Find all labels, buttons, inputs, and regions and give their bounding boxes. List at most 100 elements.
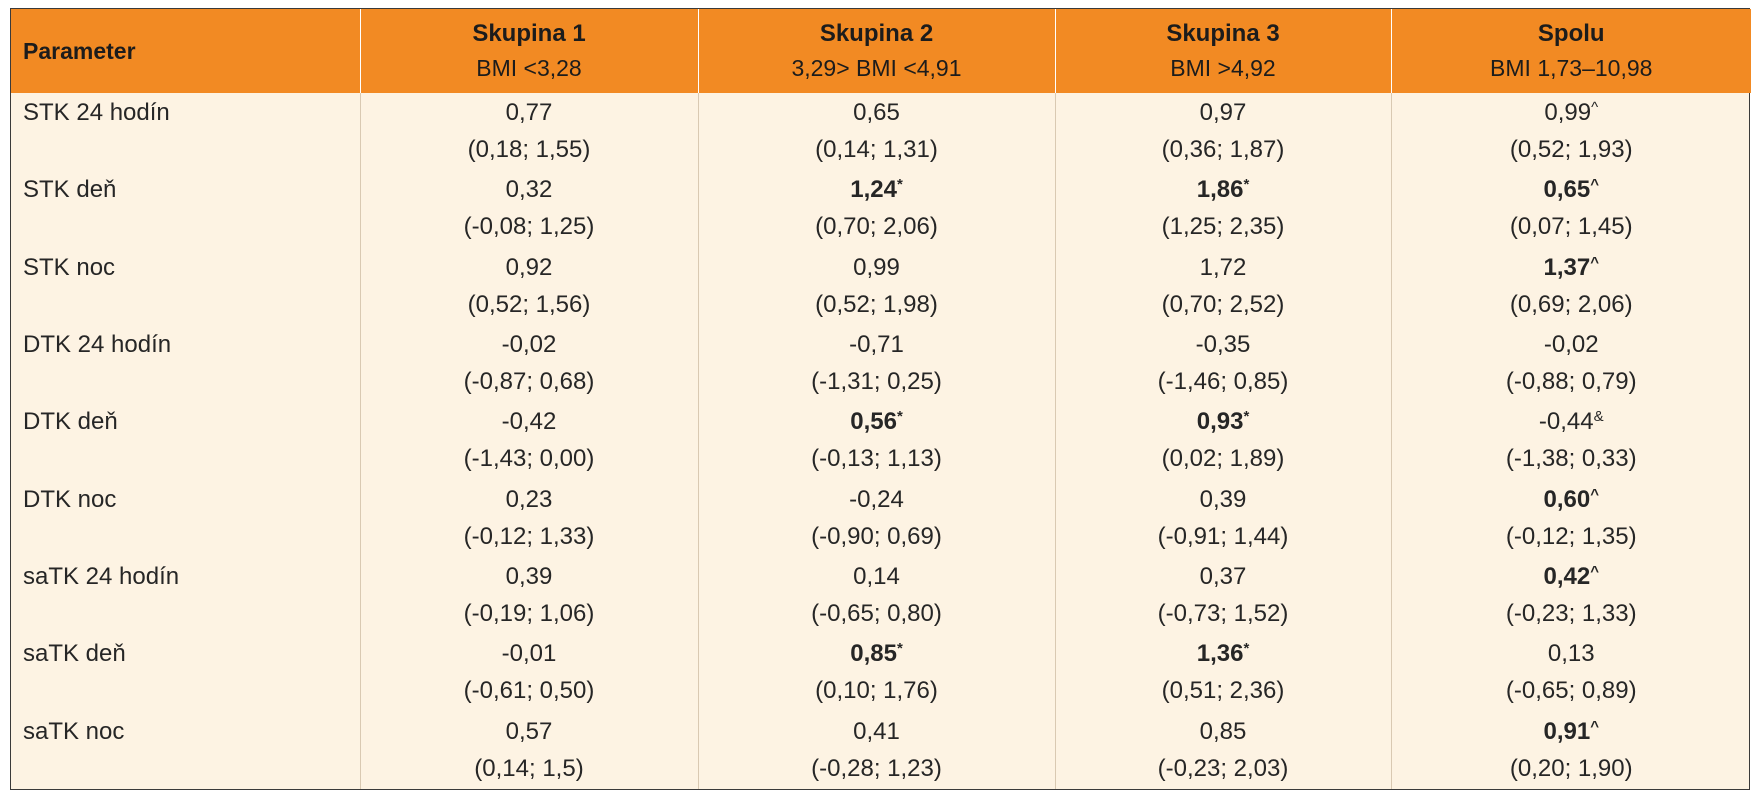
row-parameter-label: STK deň (23, 176, 117, 204)
value-cell: 0,85 (-0,23; 2,03) (1054, 711, 1391, 789)
estimate-number: 0,91 (1543, 717, 1591, 745)
value-cell: -0,35 (-1,46; 0,85) (1054, 324, 1391, 403)
estimate-number: 0,32 (505, 176, 553, 204)
confidence-interval: (-0,12; 1,33) (463, 522, 595, 550)
confidence-interval: (0,52; 1,56) (467, 290, 591, 318)
row-parameter-cell: STK deň (11, 170, 360, 247)
header-parameter: Parameter (11, 9, 360, 93)
confidence-interval: (-0,91; 1,44) (1157, 522, 1289, 550)
estimate-value: 0,13 (1392, 634, 1752, 674)
row-parameter-cell: DTK noc (11, 480, 360, 557)
header-group-title: Spolu (1537, 20, 1605, 47)
value-cell: 1,72 (0,70; 2,52) (1054, 247, 1391, 325)
estimate-number: 0,93 (1196, 408, 1244, 436)
table-row: STK noc 0,92 (0,52; 1,56) 0,99 (0,52; 1,98) 1… (11, 247, 1751, 325)
estimate-value: 0,60^ (1392, 480, 1752, 520)
significance-mark: * (896, 408, 903, 426)
confidence-interval: (-0,65; 0,89) (1505, 677, 1637, 705)
confidence-interval: (0,70; 2,52) (1161, 290, 1285, 318)
estimate-value: 0,32 (361, 170, 698, 210)
confidence-interval: (-1,38; 0,33) (1505, 445, 1637, 473)
significance-mark: & (1593, 408, 1604, 426)
estimate-number: 0,99 (1544, 99, 1592, 126)
value-cell: 0,13 (-0,65; 0,89) (1390, 634, 1752, 712)
value-cell: 0,39 (-0,91; 1,44) (1054, 479, 1391, 557)
value-cell: 0,23 (-0,12; 1,33) (359, 479, 698, 557)
table-body: STK 24 hodín 0,77 (0,18; 1,55) 0,65 (0,14; 1… (11, 93, 1751, 789)
estimate-value: 0,39 (1056, 480, 1391, 520)
value-cell: -0,02 (-0,87; 0,68) (359, 324, 698, 403)
estimate-number: 0,85 (850, 640, 897, 668)
value-cell: 0,85* (0,10; 1,76) (697, 634, 1055, 712)
confidence-interval: (0,02; 1,89) (1161, 445, 1285, 473)
estimate-number: 0,23 (505, 485, 553, 513)
confidence-interval: (-0,13; 1,13) (811, 445, 942, 473)
value-cell: 0,60^ (-0,12; 1,35) (1390, 479, 1752, 557)
row-parameter-cell: DTK deň (11, 402, 360, 479)
estimate-number: 0,39 (505, 562, 553, 590)
estimate-value: 0,39 (361, 557, 698, 597)
estimate-value: 0,92 (361, 248, 698, 288)
confidence-interval: (-0,73; 1,52) (1157, 599, 1289, 627)
estimate-value: 1,86* (1056, 170, 1391, 210)
confidence-interval: (0,07; 1,45) (1509, 213, 1633, 241)
table-row: DTK noc 0,23 (-0,12; 1,33) -0,24 (-0,90; 0,6… (11, 479, 1752, 557)
value-cell: -0,02 (-0,88; 0,79) (1390, 324, 1752, 403)
value-cell: 0,42^ (-0,23; 1,33) (1390, 556, 1751, 635)
header-group-sub: BMI 1,73–10,98 (1490, 55, 1653, 81)
header-row: Parameter Skupina 1 BMI <3,28 Skupina 2 … (11, 9, 1751, 93)
estimate-value: 0,99 (699, 248, 1055, 288)
confidence-interval: (0,52; 1,93) (1509, 136, 1633, 163)
row-parameter-label: DTK noc (23, 485, 117, 513)
estimate-number: -0,44 (1538, 408, 1594, 436)
value-cell: 1,37^ (0,69; 2,06) (1390, 247, 1751, 325)
value-cell: 0,77 (0,18; 1,55) (359, 93, 698, 171)
estimate-number: 0,65 (1543, 176, 1591, 204)
table-row: DTK 24 hodín -0,02 (-0,87; 0,68) -0,71 (-1,3… (11, 324, 1752, 403)
table-row: saTK noc 0,57 (0,14; 1,5) 0,41 (-0,28; 1,23)… (11, 711, 1751, 789)
header-group-title: Skupina 2 (819, 20, 934, 47)
estimate-number: -0,01 (501, 640, 557, 668)
value-cell: 1,24* (0,70; 2,06) (697, 170, 1055, 248)
confidence-interval: (-0,08; 1,25) (463, 213, 595, 241)
estimate-number: 1,24 (850, 176, 897, 204)
confidence-interval: (-0,87; 0,68) (463, 367, 595, 395)
estimate-value: -0,44& (1392, 402, 1752, 442)
confidence-interval: (-1,46; 0,85) (1157, 367, 1289, 395)
confidence-interval: (0,20; 1,90) (1509, 754, 1633, 782)
estimate-number: 0,60 (1543, 485, 1591, 513)
confidence-interval: (0,10; 1,76) (815, 677, 938, 705)
confidence-interval: (0,14; 1,5) (474, 754, 584, 782)
estimate-value: 0,41 (699, 712, 1055, 752)
estimate-number: 0,56 (850, 408, 897, 436)
value-cell: -0,24 (-0,90; 0,69) (697, 479, 1055, 557)
estimate-number: 0,57 (505, 717, 553, 745)
estimate-value: 0,37 (1056, 557, 1391, 597)
row-parameter-label: saTK noc (23, 717, 125, 745)
confidence-interval: (0,36; 1,87) (1161, 136, 1285, 163)
estimate-value: 0,57 (361, 712, 698, 752)
estimate-value: -0,71 (699, 325, 1055, 365)
row-parameter-cell: DTK 24 hodín (11, 325, 360, 402)
significance-mark: * (896, 176, 903, 194)
value-cell: 0,57 (0,14; 1,5) (359, 711, 698, 789)
significance-mark: ^ (1590, 562, 1599, 580)
confidence-interval: (-0,65; 0,80) (811, 599, 942, 627)
estimate-value: -0,02 (1392, 325, 1752, 365)
table-row: saTK deň -0,01 (-0,61; 0,50) 0,85* (0,10; 1,… (11, 634, 1752, 712)
row-parameter-cell: saTK deň (11, 634, 360, 711)
table-row: STK deň 0,32 (-0,08; 1,25) 1,24* (0,70; 2,06… (11, 170, 1751, 248)
confidence-interval: (-0,88; 0,79) (1505, 367, 1637, 395)
confidence-interval: (0,70; 2,06) (815, 213, 938, 241)
confidence-interval: (-1,31; 0,25) (811, 367, 942, 395)
estimate-number: 0,92 (505, 253, 553, 281)
estimate-number: 0,37 (1199, 562, 1247, 590)
confidence-interval: (0,52; 1,98) (815, 290, 938, 318)
value-cell: 0,97 (0,36; 1,87) (1054, 93, 1391, 171)
estimate-value: -0,24 (699, 480, 1055, 520)
header-group-sub: 3,29> BMI <4,91 (791, 55, 962, 81)
row-parameter-cell: saTK 24 hodín (11, 557, 360, 634)
header-total: Spolu BMI 1,73–10,98 (1390, 9, 1751, 93)
value-cell: 0,65 (0,14; 1,31) (697, 93, 1055, 171)
value-cell: 0,93* (0,02; 1,89) (1054, 402, 1391, 480)
